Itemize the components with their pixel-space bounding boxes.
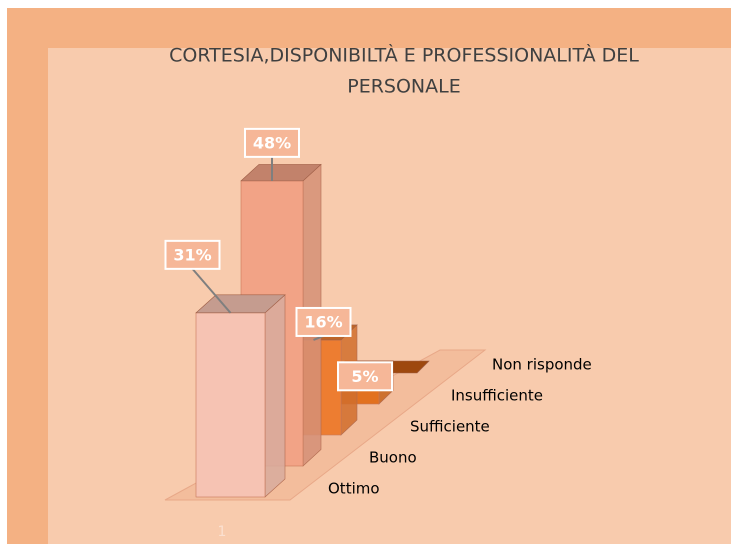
bar-top xyxy=(240,164,322,182)
chart-title: PERSONALE xyxy=(347,76,460,98)
category-label: Ottimo xyxy=(328,480,380,498)
plot-background xyxy=(48,48,731,544)
bar xyxy=(195,312,266,498)
data-label-box xyxy=(244,127,300,158)
bar-side xyxy=(264,294,286,498)
data-label-box xyxy=(295,306,352,337)
data-label-box xyxy=(337,361,393,392)
data-label: 16% xyxy=(304,312,342,331)
chart-title: CORTESIA,DISPONIBILTÀ E PROFESSIONALITÀ … xyxy=(169,44,639,67)
category-label: Non risponde xyxy=(492,356,592,374)
data-label: 48% xyxy=(253,133,291,152)
category-label: Sufficiente xyxy=(410,418,490,436)
data-label: 5% xyxy=(351,367,378,386)
category-label: Insufficiente xyxy=(451,387,543,405)
leader-line xyxy=(191,268,232,314)
data-label: 31% xyxy=(173,245,211,264)
data-label-box xyxy=(164,239,221,270)
category-label: Buono xyxy=(369,449,417,467)
axis-label: 1 xyxy=(218,524,227,540)
